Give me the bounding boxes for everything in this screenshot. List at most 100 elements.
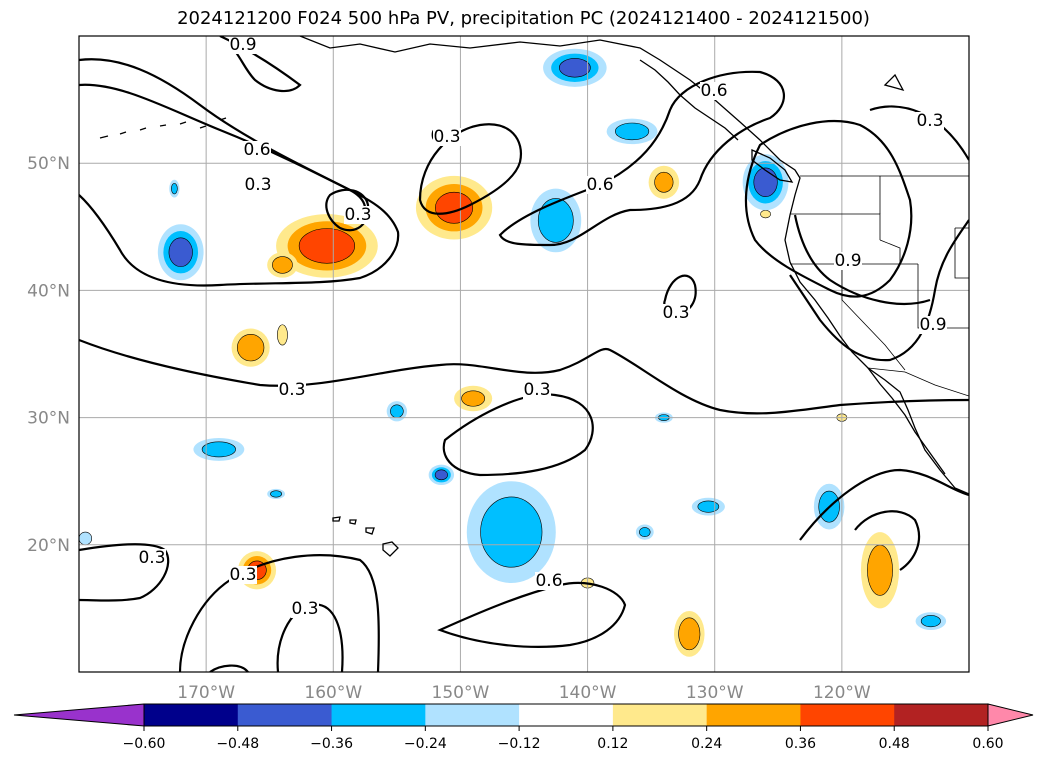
coastline-island-northeast xyxy=(883,73,905,92)
coastline-alaska-panhandle xyxy=(639,59,739,141)
precip-blob xyxy=(543,48,607,87)
colorbar-tick-label: 0.24 xyxy=(691,736,722,752)
contour-label-bg xyxy=(244,176,272,194)
coastline-vancouver-island xyxy=(751,148,794,183)
pv-contour-0.6-central xyxy=(498,70,786,247)
coastline-hawaii-2 xyxy=(365,527,375,535)
colorbar-tick-label: −0.36 xyxy=(310,736,353,752)
precip-blob xyxy=(860,532,900,609)
contour-label: 0.3 xyxy=(344,205,371,225)
precip-blob xyxy=(157,224,204,281)
pv-contour-0.3-north xyxy=(79,58,400,287)
precip-level xyxy=(461,390,486,407)
precip-level xyxy=(298,228,356,264)
map-title: 2024121200 F024 500 hPa PV, precipitatio… xyxy=(177,8,870,29)
contour-label-bg xyxy=(344,206,372,224)
precip-level xyxy=(614,122,650,141)
coastline-aleutian-islands xyxy=(99,117,227,139)
contour-label: 0.3 xyxy=(916,111,943,131)
precipitation-fill-layer xyxy=(79,48,947,657)
precip-blob xyxy=(428,464,455,486)
contour-label: 0.6 xyxy=(586,175,613,195)
pv-contour-0.3-loop xyxy=(442,393,594,477)
precip-level xyxy=(168,237,193,267)
colorbar-extend-high xyxy=(987,703,1034,727)
precip-level xyxy=(435,191,474,224)
precip-blob xyxy=(415,175,493,240)
coastline-north-america xyxy=(299,36,969,495)
lat-tick-label: 40°N xyxy=(27,281,70,301)
pv-contour-0.9-north xyxy=(219,36,302,93)
pv-contour-0.9-arc xyxy=(793,214,931,306)
contour-label-bg xyxy=(700,82,728,100)
colorbar-tick-label: 0.60 xyxy=(972,736,1003,752)
border-utah xyxy=(954,227,969,279)
precip-blob xyxy=(530,188,582,253)
colorbar-extend-low xyxy=(13,703,145,727)
lon-tick-label: 130°W xyxy=(686,683,744,703)
contour-label: 0.9 xyxy=(919,315,946,335)
precip-level xyxy=(639,527,651,538)
precip-level xyxy=(171,183,178,195)
precip-level xyxy=(434,469,448,481)
lon-tick-label: 120°W xyxy=(813,683,871,703)
precip-blob xyxy=(915,612,947,631)
contour-label: 0.3 xyxy=(229,565,256,585)
precip-level xyxy=(920,615,941,628)
precip-blob xyxy=(193,437,245,461)
contour-label: 0.3 xyxy=(278,380,305,400)
precip-level xyxy=(867,544,893,596)
precip-blob xyxy=(648,165,680,199)
colorbar-segment xyxy=(237,704,333,726)
precip-level xyxy=(390,404,404,419)
precip-blob xyxy=(760,209,771,219)
pv-contour-0.3-southwest xyxy=(79,543,170,602)
contour-label-bg xyxy=(586,176,614,194)
axis-tick-labels: 170°W 160°W 150°W 140°W 130°W 120°W 20°N 30°N 40… xyxy=(27,154,871,703)
pv-contour-0.3-south-large xyxy=(178,554,380,672)
colorbar-segment xyxy=(612,704,708,726)
pv-contour-layer xyxy=(79,36,969,672)
contour-label-bg xyxy=(834,252,862,270)
contour-label: 0.3 xyxy=(291,599,318,619)
contour-label: 0.3 xyxy=(662,303,689,323)
pv-contour-0.3-southeast xyxy=(799,468,969,541)
contour-label-bg xyxy=(916,112,944,130)
colorbar-segment xyxy=(519,704,614,726)
colorbar-segment xyxy=(425,704,520,726)
lon-tick-label: 170°W xyxy=(177,683,235,703)
precip-blob xyxy=(606,118,658,145)
border-idaho xyxy=(879,176,901,264)
precip-level xyxy=(79,531,93,546)
contour-label: 0.6 xyxy=(243,140,270,160)
precip-blob xyxy=(169,179,180,198)
contour-label-bg xyxy=(229,566,257,584)
colorbar-tick-label: −0.12 xyxy=(498,736,541,752)
map-frame xyxy=(78,35,970,673)
contour-label: 0.9 xyxy=(834,251,861,271)
graticule-grid xyxy=(79,36,969,672)
contour-label-bg xyxy=(535,572,563,590)
precip-blob xyxy=(466,481,556,583)
precip-level xyxy=(678,617,701,651)
lat-tick-label: 50°N xyxy=(27,154,70,174)
precip-blob xyxy=(635,524,654,540)
contour-label-bg xyxy=(243,141,271,159)
contour-label: 0.3 xyxy=(523,380,550,400)
precip-blob xyxy=(674,610,705,657)
pv-contour-0.9-west-coast xyxy=(744,119,913,298)
precip-level xyxy=(537,198,574,243)
pv-contour-0.3-subtropical xyxy=(79,338,969,415)
precip-blob xyxy=(386,401,408,422)
precip-level xyxy=(272,256,293,274)
precip-level xyxy=(654,171,674,193)
pv-contour-0.3-south-mid xyxy=(437,581,627,648)
colorbar-frame xyxy=(143,703,989,727)
border-nv-az xyxy=(917,264,969,329)
border-us-mexico xyxy=(867,367,969,397)
precip-level xyxy=(753,167,778,197)
colorbar-segment xyxy=(894,704,989,726)
contour-label: 0.9 xyxy=(229,35,256,55)
contour-label: 0.3 xyxy=(433,127,460,147)
lon-tick-label: 160°W xyxy=(304,683,362,703)
